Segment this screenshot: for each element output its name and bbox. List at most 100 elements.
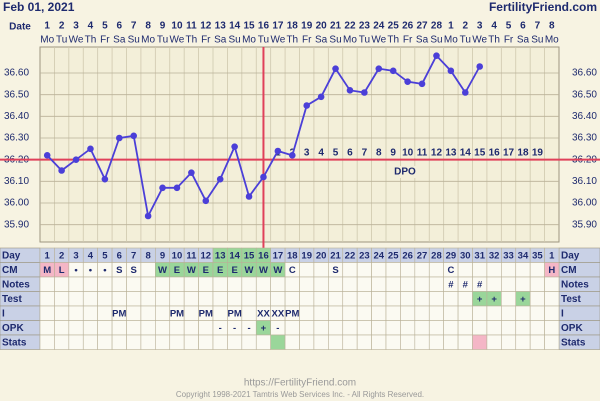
cell-text: • bbox=[103, 265, 107, 276]
table-cell bbox=[328, 291, 344, 307]
table-cell bbox=[313, 334, 329, 350]
table-cell bbox=[342, 320, 358, 336]
table-cell bbox=[371, 305, 387, 321]
table-cell bbox=[82, 305, 98, 321]
date-label: 2 bbox=[463, 21, 469, 32]
table-cell bbox=[342, 262, 358, 278]
dpo-number: 10 bbox=[402, 148, 414, 159]
dpo-number: 16 bbox=[489, 148, 501, 159]
dpo-number: 6 bbox=[347, 148, 353, 159]
date-label: 25 bbox=[388, 21, 400, 32]
table-cell bbox=[501, 320, 517, 336]
y-tick-label: 36.40 bbox=[4, 111, 29, 122]
table-cell bbox=[342, 305, 358, 321]
row-label: Stats bbox=[561, 337, 586, 348]
date-label: 21 bbox=[330, 21, 342, 32]
cell-text: M bbox=[43, 265, 51, 276]
table-cell bbox=[400, 320, 416, 336]
table-cell bbox=[97, 305, 113, 321]
cell-text: 1 bbox=[45, 250, 51, 261]
table-cell bbox=[486, 262, 502, 278]
table-cell bbox=[299, 305, 315, 321]
table-cell bbox=[544, 291, 560, 307]
weekday-label: Tu bbox=[56, 35, 67, 46]
temperature-point bbox=[159, 184, 166, 192]
row-label: OPK bbox=[2, 323, 24, 334]
table-cell bbox=[68, 291, 84, 307]
table-cell bbox=[255, 334, 271, 350]
table-cell bbox=[443, 334, 459, 350]
temperature-point bbox=[130, 132, 138, 140]
table-cell bbox=[169, 320, 185, 336]
table-cell bbox=[68, 334, 84, 350]
table-cell bbox=[342, 291, 358, 307]
date-label: 26 bbox=[402, 21, 414, 32]
table-cell bbox=[155, 276, 171, 292]
table-cell bbox=[515, 305, 531, 321]
table-cell bbox=[155, 320, 171, 336]
weekday-label: Tu bbox=[157, 35, 168, 46]
y-tick-label: 36.10 bbox=[4, 176, 29, 187]
table-cell bbox=[299, 262, 315, 278]
weekday-label: Mo bbox=[444, 35, 458, 46]
temperature-point bbox=[245, 193, 253, 200]
table-cell bbox=[385, 334, 401, 350]
row-label: Stats bbox=[2, 337, 27, 348]
table-cell bbox=[212, 334, 228, 350]
weekday-label: Mo bbox=[242, 35, 256, 46]
row-label: I bbox=[2, 308, 5, 319]
table-cell bbox=[313, 291, 329, 307]
cell-text: • bbox=[89, 265, 93, 276]
date-label: 6 bbox=[117, 21, 123, 32]
temperature-point bbox=[476, 63, 484, 70]
table-cell bbox=[313, 305, 329, 321]
dpo-number: 9 bbox=[390, 148, 396, 159]
cell-text: + bbox=[261, 323, 267, 334]
cell-text: W bbox=[158, 265, 167, 276]
cell-text: 18 bbox=[287, 250, 298, 261]
date-label: 7 bbox=[535, 21, 541, 32]
table-cell bbox=[270, 291, 286, 307]
table-cell bbox=[501, 262, 517, 278]
temperature-point bbox=[433, 52, 440, 59]
table-cell bbox=[457, 320, 473, 336]
temperature-point bbox=[216, 175, 224, 183]
table-cell bbox=[356, 291, 372, 307]
table-cell bbox=[82, 276, 98, 292]
table-cell bbox=[356, 276, 372, 292]
table-cell bbox=[241, 334, 257, 350]
date-label: 12 bbox=[200, 21, 212, 32]
cell-text: 6 bbox=[117, 250, 122, 261]
table-cell bbox=[140, 320, 156, 336]
table-cell bbox=[97, 320, 113, 336]
weekday-label: Mo bbox=[343, 35, 357, 46]
table-cell bbox=[54, 320, 70, 336]
cell-text: • bbox=[74, 265, 78, 276]
table-cell bbox=[356, 305, 372, 321]
cell-text: 26 bbox=[402, 250, 413, 261]
date-label: Date bbox=[9, 22, 31, 33]
table-cell bbox=[212, 291, 228, 307]
cell-text: PM bbox=[199, 308, 213, 319]
weekday-label: Su bbox=[531, 35, 543, 46]
date-label: 28 bbox=[431, 21, 443, 32]
table-cell bbox=[198, 334, 214, 350]
cell-text: S bbox=[116, 265, 122, 276]
table-cell bbox=[457, 334, 473, 350]
cell-text: 35 bbox=[532, 250, 543, 261]
y-tick-label: 36.30 bbox=[572, 133, 597, 144]
table-cell bbox=[544, 305, 560, 321]
table-cell bbox=[198, 276, 214, 292]
site-name: FertilityFriend.com bbox=[489, 0, 597, 14]
table-cell bbox=[313, 262, 329, 278]
table-cell bbox=[529, 334, 545, 350]
cell-text: W bbox=[259, 265, 268, 276]
weekday-label: Fr bbox=[504, 35, 514, 46]
table-cell bbox=[183, 334, 199, 350]
table-cell bbox=[486, 320, 502, 336]
table-cell bbox=[284, 334, 300, 350]
weekday-label: We bbox=[170, 35, 185, 46]
table-cell bbox=[155, 305, 171, 321]
table-cell bbox=[299, 334, 315, 350]
table-cell bbox=[313, 276, 329, 292]
